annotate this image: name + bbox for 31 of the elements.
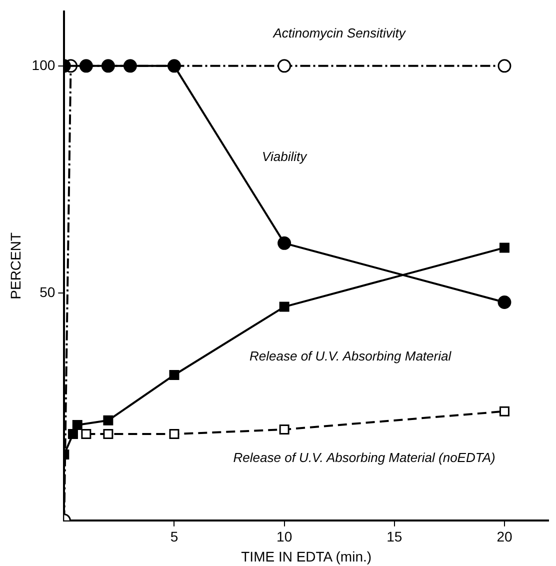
point <box>79 59 93 73</box>
point <box>103 415 114 426</box>
point <box>81 429 92 440</box>
point <box>72 420 82 430</box>
point <box>279 302 290 312</box>
point <box>499 406 510 416</box>
point <box>498 296 512 310</box>
series-label: Release of U.V. Absorbing Material <box>250 348 452 364</box>
point <box>278 236 292 250</box>
y-tick-label: 50 <box>40 284 56 300</box>
y-axis-title: PERCENT <box>7 232 24 300</box>
x-tick-label: 15 <box>386 528 402 545</box>
point <box>169 370 180 380</box>
x-tick-label: 20 <box>496 528 512 545</box>
series-label: Viability <box>262 148 308 164</box>
point <box>68 429 78 440</box>
x-tick-label: 10 <box>276 528 292 545</box>
point <box>169 429 180 440</box>
point <box>279 424 290 434</box>
x-axis-title: TIME IN EDTA (min.) <box>241 548 372 564</box>
series-label: Actinomycin Sensitivity <box>272 26 407 41</box>
point <box>103 429 114 440</box>
point <box>498 59 512 73</box>
point <box>499 242 510 253</box>
point <box>278 59 292 73</box>
point <box>123 59 137 73</box>
y-tick-label: 100 <box>32 56 56 73</box>
point <box>167 59 181 73</box>
x-tick-label: 5 <box>170 528 178 545</box>
point <box>101 59 115 73</box>
series-label: Release of U.V. Absorbing Material (noEDTA) <box>233 450 496 466</box>
